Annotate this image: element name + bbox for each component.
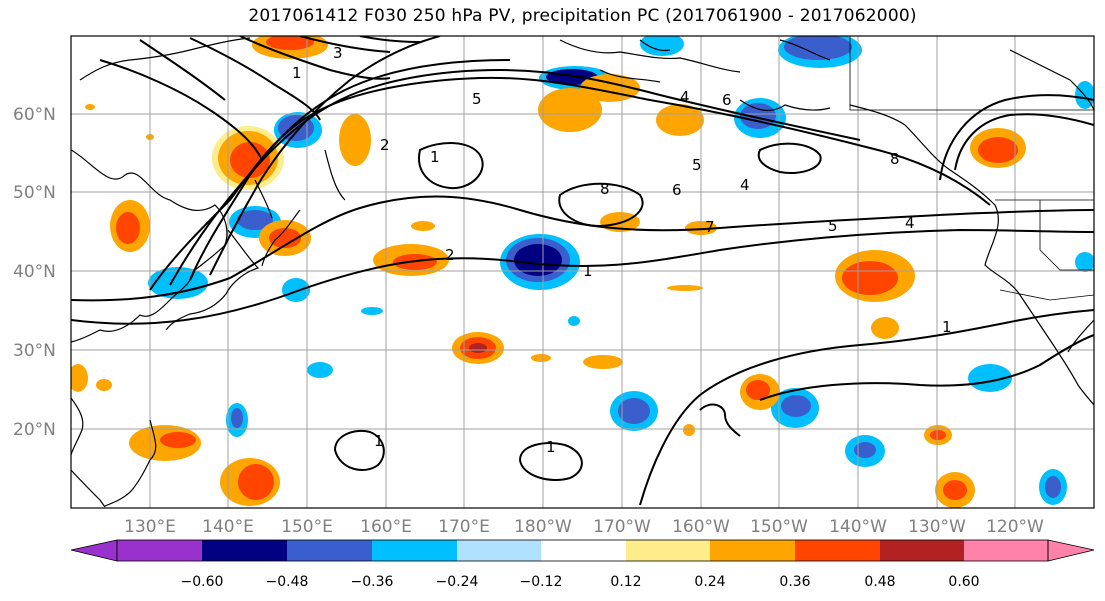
map-title: 2017061412 F030 250 hPa PV, precipitatio…	[248, 6, 917, 26]
lat-tick-label: 30°N	[13, 341, 56, 361]
lon-tick-label: 150°E	[281, 517, 333, 537]
lon-tick-label: 170°W	[593, 517, 651, 537]
contour-label: 4	[680, 88, 690, 106]
colorbar-outline	[116, 539, 1049, 562]
lon-tick-label: 130°E	[124, 517, 176, 537]
contour-label: 1	[292, 64, 302, 82]
colorbar-tick-label: −0.12	[520, 574, 563, 590]
contour-label: 4	[740, 176, 750, 194]
contour-label: 6	[672, 181, 682, 199]
colorbar-segment	[457, 540, 541, 561]
contour-label: 1	[942, 318, 952, 336]
colorbar-tick-label: 0.48	[864, 574, 895, 590]
colorbar-segment	[964, 540, 1048, 561]
colorbar-tick-label: 0.12	[610, 574, 641, 590]
colorbar: −0.60 −0.48 −0.36 −0.24 −0.12 0.12 0.24 …	[70, 539, 1095, 590]
contour-label: 1	[583, 262, 593, 280]
contour-label: 2	[445, 246, 455, 264]
lon-tick-label: 160°W	[672, 517, 730, 537]
precip-shading	[71, 36, 1094, 508]
contour-label: 3	[333, 44, 343, 62]
contour-label: 4	[905, 214, 915, 232]
lon-tick-label: 150°W	[750, 517, 808, 537]
contour-label: 1	[430, 148, 440, 166]
colorbar-tick-label: 0.60	[948, 574, 979, 590]
colorbar-tick-label: −0.24	[436, 574, 479, 590]
lon-tick-label: 140°W	[829, 517, 887, 537]
colorbar-tick-label: 0.24	[694, 574, 725, 590]
colorbar-tick-label: 0.36	[779, 574, 810, 590]
contour-label: 2	[380, 136, 390, 154]
colorbar-segment	[880, 540, 964, 561]
colorbar-segment	[202, 540, 287, 561]
contour-label: 8	[890, 150, 900, 168]
contour-label: 6	[722, 91, 732, 109]
colorbar-tick-label: −0.48	[266, 574, 309, 590]
lon-tick-label: 140°E	[202, 517, 254, 537]
positive-anomaly-blobs	[71, 36, 1026, 508]
colorbar-segment	[626, 540, 710, 561]
colorbar-tick-label: −0.36	[351, 574, 394, 590]
pv-contours	[71, 36, 1094, 506]
colorbar-segment	[117, 540, 202, 561]
contour-label: 1	[546, 438, 556, 456]
colorbar-segment	[541, 540, 626, 561]
lon-tick-label: 180°W	[514, 517, 572, 537]
contour-label: 5	[828, 217, 838, 235]
contour-label: 1	[374, 432, 384, 450]
contour-label-group: 1 2 3 4 5 6 7 8 1 2 4 5 6 8 1 5 4 1 1 1	[292, 44, 952, 456]
lat-tick-label: 50°N	[13, 183, 56, 203]
lon-tick-label: 130°W	[908, 517, 966, 537]
colorbar-segment	[710, 540, 795, 561]
longitude-axis: 130°E 140°E 150°E 160°E 170°E 180°W 170°…	[124, 517, 1044, 537]
lat-tick-label: 40°N	[13, 262, 56, 282]
lon-tick-label: 120°W	[986, 517, 1044, 537]
contour-label: 5	[472, 90, 482, 108]
colorbar-tick-label: −0.60	[181, 574, 224, 590]
contour-label: 5	[692, 156, 702, 174]
colorbar-segment	[287, 540, 372, 561]
colorbar-extend-max	[1047, 539, 1095, 562]
lat-tick-label: 60°N	[13, 105, 56, 125]
colorbar-segment	[795, 540, 880, 561]
lon-tick-label: 170°E	[438, 517, 490, 537]
lon-tick-label: 160°E	[360, 517, 412, 537]
contour-label: 7	[705, 218, 715, 236]
lat-tick-label: 20°N	[13, 420, 56, 440]
political-borders	[849, 36, 1094, 301]
latitude-axis: 60°N 50°N 40°N 30°N 20°N	[13, 105, 56, 440]
contour-label: 8	[600, 180, 610, 198]
coastlines	[71, 37, 1094, 508]
colorbar-extend-min	[70, 539, 118, 562]
map-frame	[70, 35, 1095, 509]
colorbar-segment	[372, 540, 457, 561]
